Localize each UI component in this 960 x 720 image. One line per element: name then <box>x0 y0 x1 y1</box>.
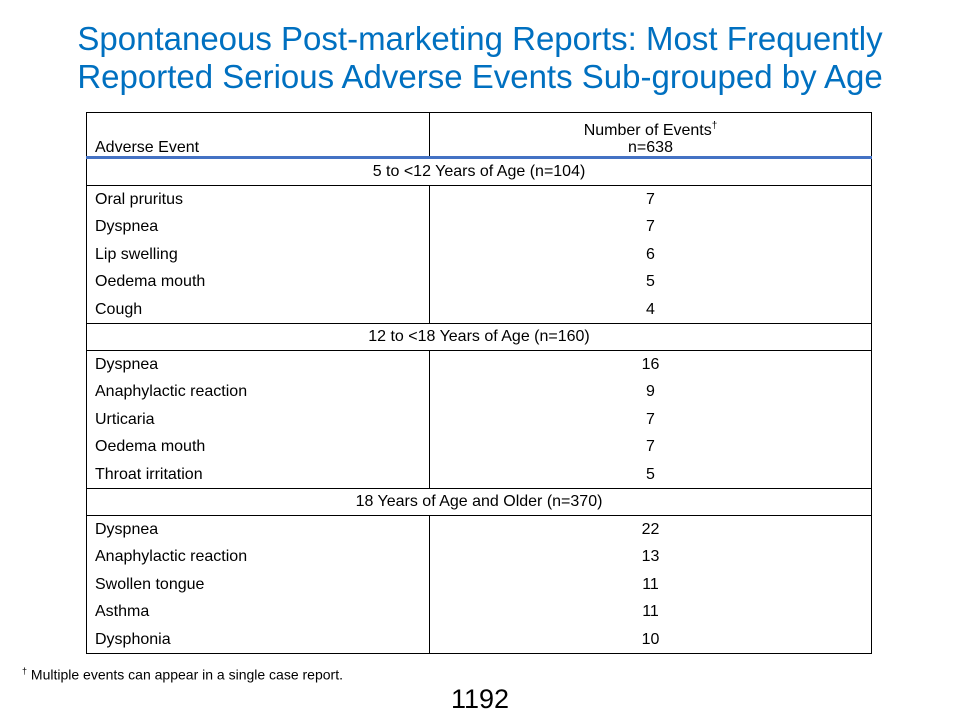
event-cell: Cough <box>86 295 430 324</box>
header-number-of-events: Number of Events† n=638 <box>429 112 872 159</box>
event-cell: Dyspnea <box>86 350 430 379</box>
event-cell: Swollen tongue <box>86 570 430 599</box>
count-cell: 11 <box>429 570 872 599</box>
header-adverse-event: Adverse Event <box>86 112 430 159</box>
count-cell: 7 <box>429 433 872 461</box>
event-cell: Throat irritation <box>86 460 430 489</box>
table-row: Swollen tongue 11 <box>86 570 872 599</box>
slide-title: Spontaneous Post-marketing Reports: Most… <box>20 20 940 96</box>
table-row: Anaphylactic reaction 13 <box>86 543 872 571</box>
count-cell: 7 <box>429 213 872 241</box>
count-cell: 7 <box>429 185 872 214</box>
group-header-row: 5 to <12 Years of Age (n=104) <box>86 157 872 186</box>
header-dagger: † <box>711 120 718 132</box>
table-row: Dysphonia 10 <box>86 625 872 655</box>
count-cell: 13 <box>429 543 872 571</box>
count-cell: 10 <box>429 625 872 655</box>
event-cell: Asthma <box>86 598 430 626</box>
event-cell: Dyspnea <box>86 213 430 241</box>
table-header-row: Adverse Event Number of Events† n=638 <box>86 112 872 159</box>
table-row: Lip swelling 6 <box>86 240 872 269</box>
count-cell: 22 <box>429 515 872 544</box>
group-label: 5 to <12 Years of Age (n=104) <box>86 157 872 186</box>
count-cell: 11 <box>429 598 872 626</box>
adverse-events-table: Adverse Event Number of Events† n=638 5 … <box>86 112 872 655</box>
page-number: 1192 <box>450 684 510 714</box>
count-cell: 6 <box>429 240 872 269</box>
footnote: † Multiple events can appear in a single… <box>22 666 343 683</box>
count-cell: 16 <box>429 350 872 379</box>
event-cell: Lip swelling <box>86 240 430 269</box>
event-cell: Dyspnea <box>86 515 430 544</box>
group-label: 12 to <18 Years of Age (n=160) <box>86 323 872 352</box>
count-cell: 7 <box>429 405 872 434</box>
group-header-row: 18 Years of Age and Older (n=370) <box>86 488 872 517</box>
group-header-row: 12 to <18 Years of Age (n=160) <box>86 323 872 352</box>
table-row: Oedema mouth 5 <box>86 268 872 296</box>
footnote-dagger: † <box>22 666 28 676</box>
table-row: Oral pruritus 7 <box>86 185 872 214</box>
event-cell: Urticaria <box>86 405 430 434</box>
count-cell: 4 <box>429 295 872 324</box>
event-cell: Dysphonia <box>86 625 430 655</box>
table-row: Dyspnea 22 <box>86 515 872 544</box>
table-row: Anaphylactic reaction 9 <box>86 378 872 406</box>
table-row: Asthma 11 <box>86 598 872 626</box>
event-cell: Oedema mouth <box>86 433 430 461</box>
title-line-2: Reported Serious Adverse Events Sub-grou… <box>77 58 883 95</box>
table-row: Cough 4 <box>86 295 872 324</box>
table-row: Urticaria 7 <box>86 405 872 434</box>
footnote-text: Multiple events can appear in a single c… <box>27 666 343 683</box>
event-cell: Oral pruritus <box>86 185 430 214</box>
count-cell: 9 <box>429 378 872 406</box>
event-cell: Anaphylactic reaction <box>86 378 430 406</box>
event-cell: Anaphylactic reaction <box>86 543 430 571</box>
header-count-label: Number of Events <box>583 122 712 139</box>
table-row: Dyspnea 16 <box>86 350 872 379</box>
header-count-n: n=638 <box>628 139 673 156</box>
group-label: 18 Years of Age and Older (n=370) <box>86 488 872 517</box>
count-cell: 5 <box>429 460 872 489</box>
count-cell: 5 <box>429 268 872 296</box>
event-cell: Oedema mouth <box>86 268 430 296</box>
table-row: Oedema mouth 7 <box>86 433 872 461</box>
table-row: Dyspnea 7 <box>86 213 872 241</box>
table-row: Throat irritation 5 <box>86 460 872 489</box>
title-line-1: Spontaneous Post-marketing Reports: Most… <box>77 20 883 57</box>
